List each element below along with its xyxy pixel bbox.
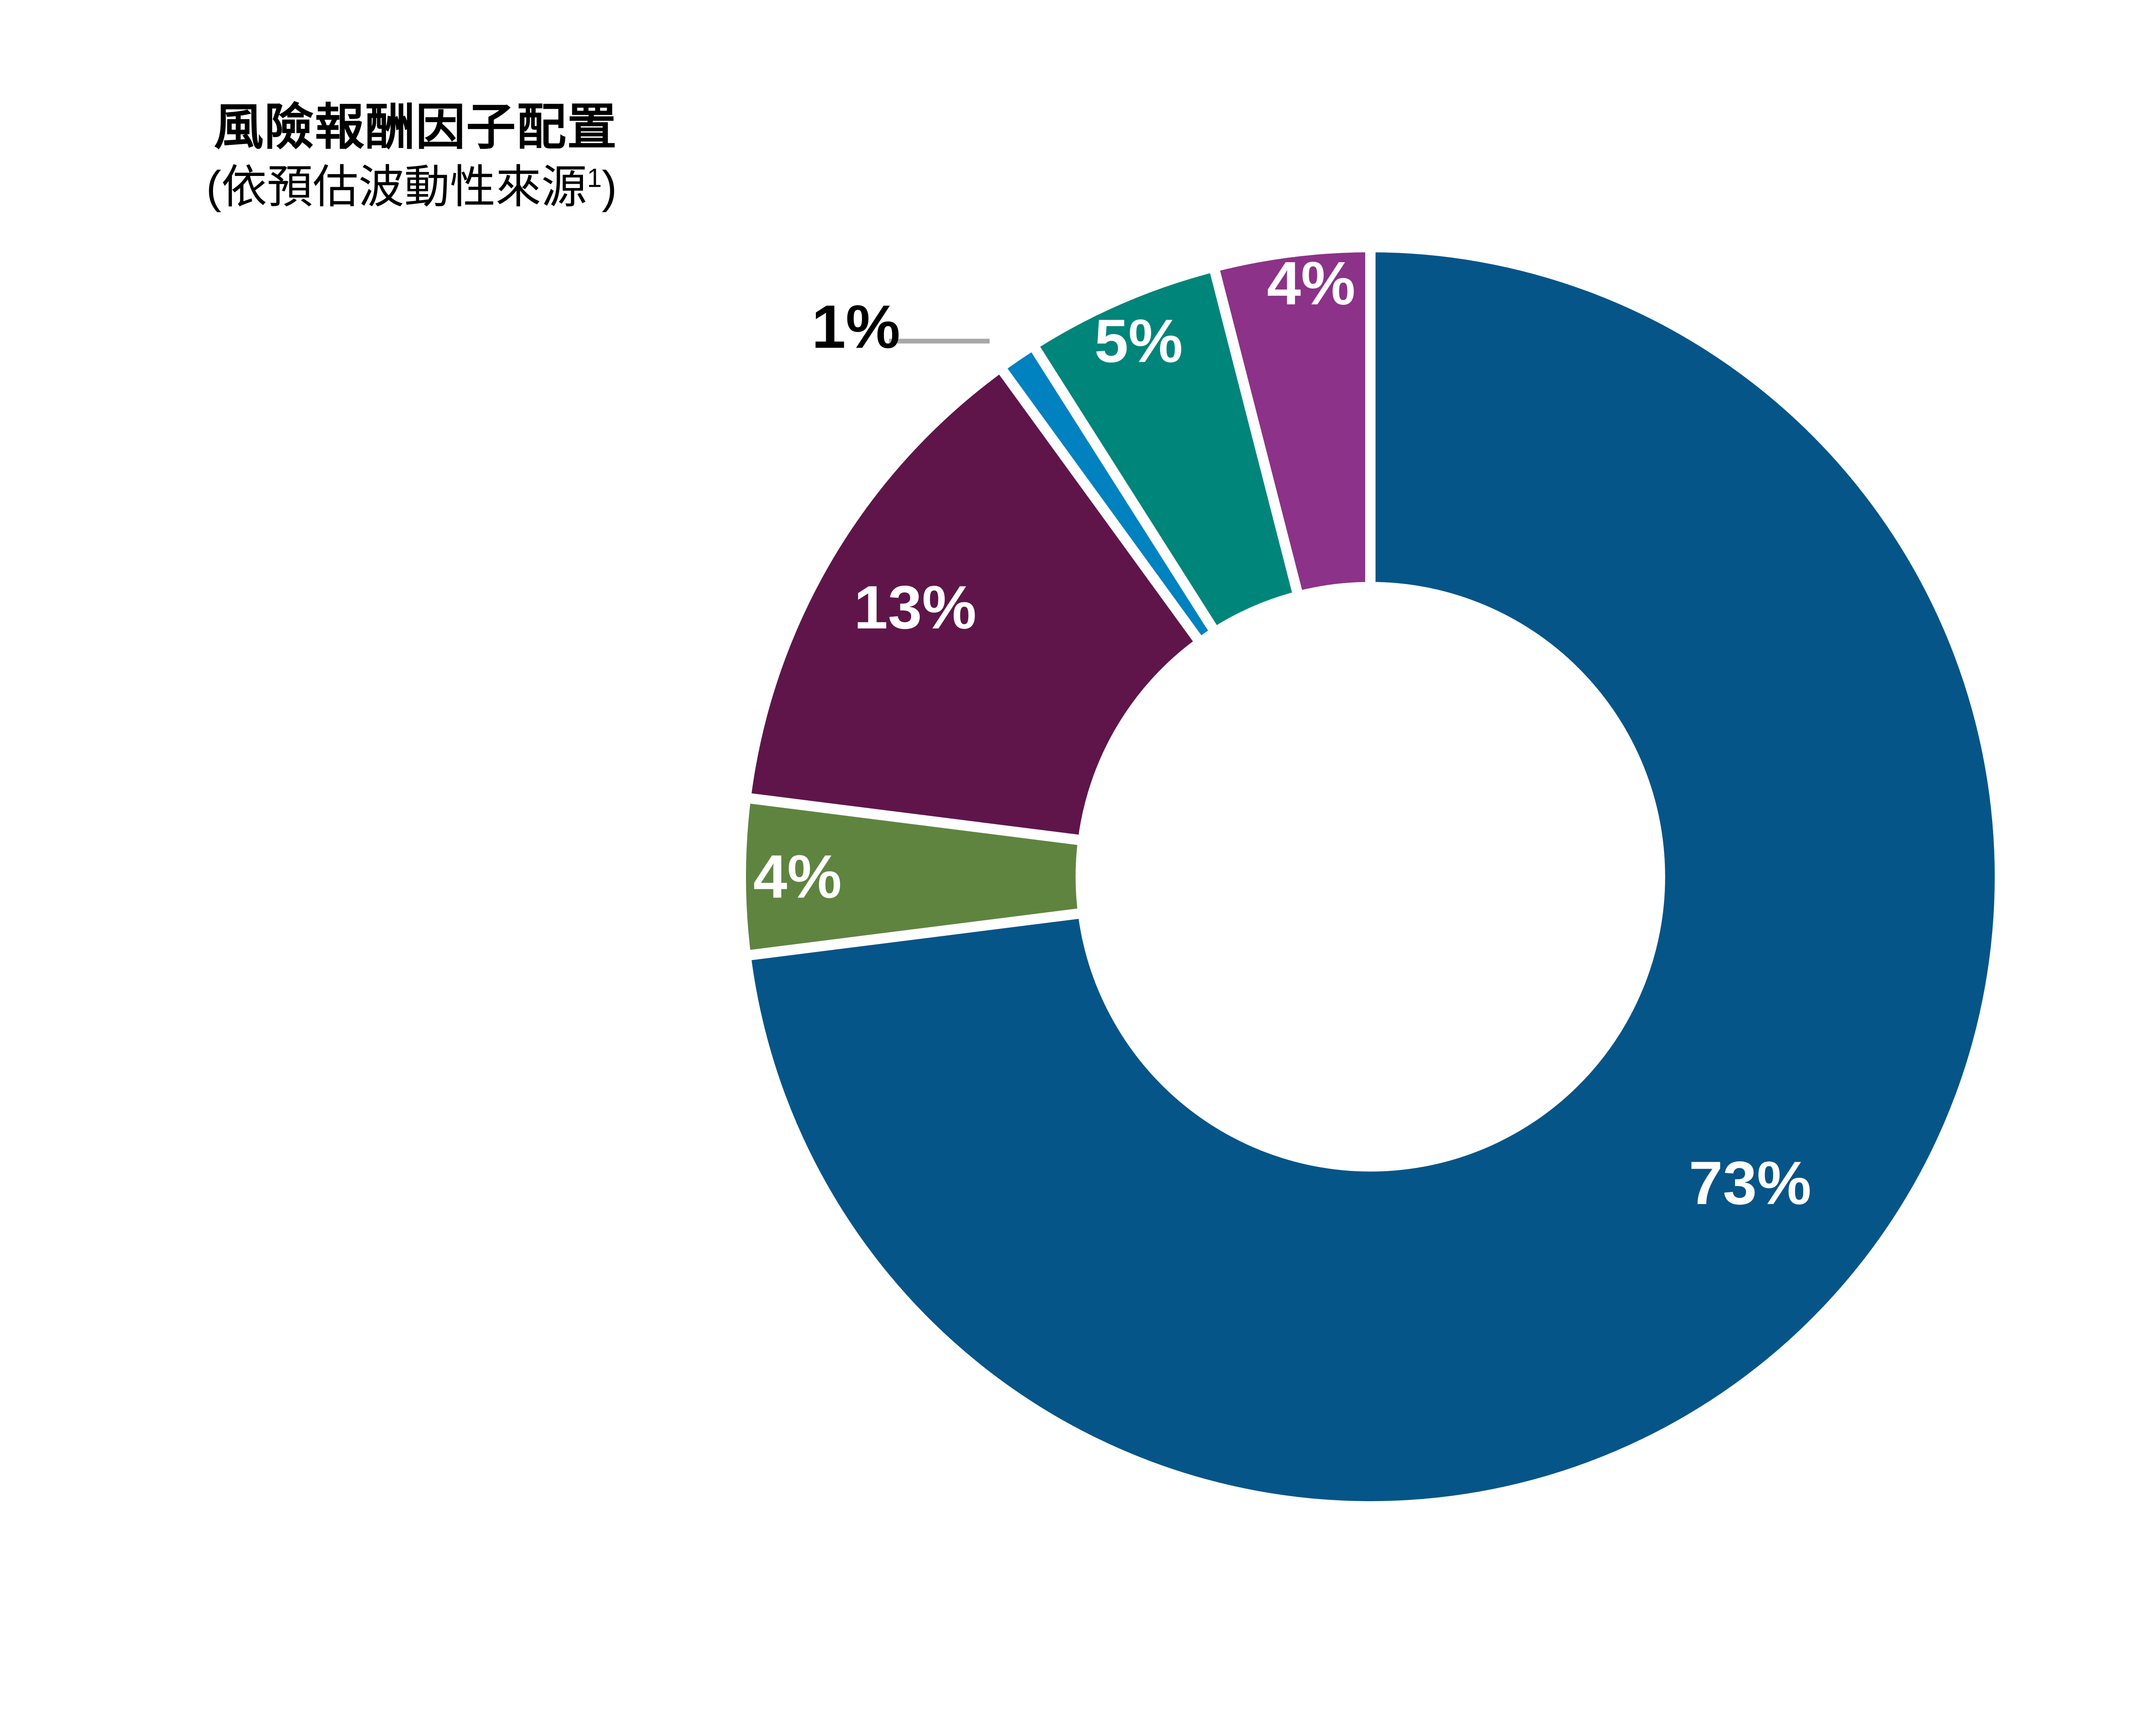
chart-subtitle-close: ): [602, 161, 617, 213]
chart-subtitle-text: (依預估波動性來源: [206, 161, 587, 213]
chart-header: 風險報酬因子配置 (依預估波動性來源1): [206, 97, 617, 216]
slice-label-other-risk-factors: 4%: [1267, 249, 1355, 318]
slice-label-currencies: 5%: [1094, 307, 1183, 375]
slice-label-credit-spreads: 13%: [854, 573, 976, 642]
donut-slice-global-equities: [740, 242, 2005, 1512]
slice-label-interest-rates: 4%: [753, 843, 842, 911]
slice-label-global-equities: 73%: [1689, 1149, 1811, 1217]
slice-label-commodities: 1%: [812, 293, 900, 361]
chart-title: 風險報酬因子配置: [214, 100, 618, 155]
donut-slice-credit-spreads: [740, 360, 1207, 847]
chart-subtitle-footnote-marker: 1: [587, 163, 602, 193]
chart-subtitle: (依預估波動性來源1): [206, 159, 617, 216]
donut-slice-other-risk-factors: [1207, 242, 1376, 603]
